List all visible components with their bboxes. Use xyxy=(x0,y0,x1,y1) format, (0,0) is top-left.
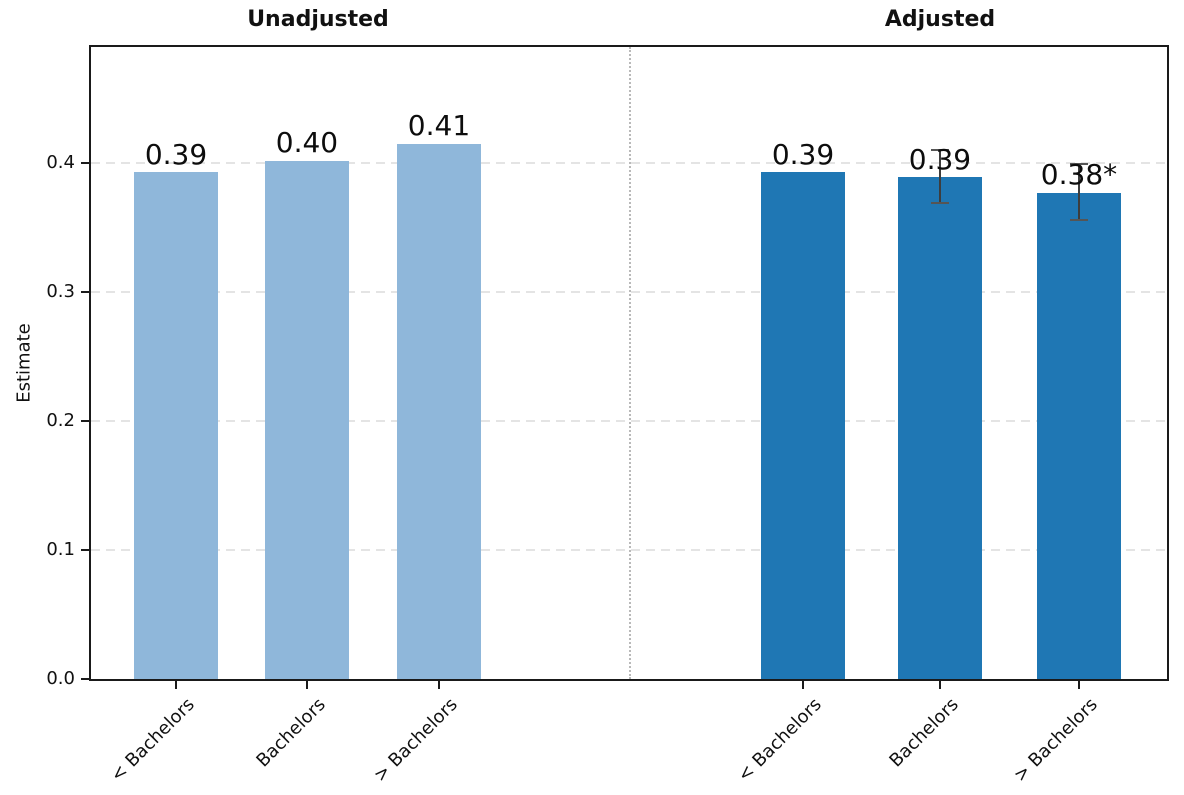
error-bar-cap-top xyxy=(1069,163,1088,166)
x-tick-mark xyxy=(1077,681,1080,689)
error-bar-cap-bottom xyxy=(930,202,949,205)
y-tick-label: 0.1 xyxy=(46,539,75,561)
y-tick-label: 0.2 xyxy=(46,410,75,432)
error-bar-line xyxy=(938,150,941,204)
y-tick-mark xyxy=(81,291,89,294)
plot-area: 0.39 0.40 0.41 0.39 0.39 0.38* xyxy=(89,45,1169,681)
bar-unadjusted-0 xyxy=(134,172,218,679)
x-tick-mark xyxy=(437,681,440,689)
error-bar-line xyxy=(1077,164,1080,220)
gridline xyxy=(91,162,1167,165)
panel-title-adjusted: Adjusted xyxy=(884,7,996,32)
x-tick-label: > Bachelors xyxy=(1009,694,1102,787)
bar-adjusted-2 xyxy=(1036,192,1121,679)
y-tick-mark xyxy=(81,162,89,165)
panel-title-unadjusted: Unadjusted xyxy=(247,7,389,32)
bar-unadjusted-1 xyxy=(264,160,349,679)
y-tick-label: 0.0 xyxy=(46,668,75,689)
bar-value-label: 0.39 xyxy=(908,142,972,176)
gridline xyxy=(91,420,1167,423)
x-tick-label: > Bachelors xyxy=(369,694,462,787)
y-tick-label: 0.3 xyxy=(46,281,75,303)
bar-value-label: 0.39 xyxy=(144,137,208,171)
x-tick-mark xyxy=(175,681,177,689)
bar-value-label: 0.40 xyxy=(275,126,339,160)
error-bar-cap-bottom xyxy=(1069,218,1088,221)
gridline xyxy=(91,291,1167,294)
x-tick-label: < Bachelors xyxy=(733,694,826,787)
y-tick-mark xyxy=(81,678,89,680)
bar-adjusted-1 xyxy=(897,177,982,679)
x-tick-label: Bachelors xyxy=(885,694,963,772)
x-tick-label: Bachelors xyxy=(252,694,330,772)
x-tick-mark xyxy=(801,681,804,689)
gridline xyxy=(91,549,1167,552)
bar-value-label: 0.38* xyxy=(1040,158,1118,192)
x-tick-mark xyxy=(938,681,941,689)
panel-divider xyxy=(629,47,631,679)
bar-value-label: 0.39 xyxy=(771,137,835,171)
x-tick-mark xyxy=(305,681,308,689)
bar-adjusted-0 xyxy=(760,172,845,679)
error-bar-cap-top xyxy=(930,149,949,152)
bar-value-label: 0.41 xyxy=(407,109,471,143)
y-tick-mark xyxy=(81,549,89,552)
y-axis-label: Estimate xyxy=(13,323,35,403)
y-tick-mark xyxy=(81,420,89,423)
bar-unadjusted-2 xyxy=(396,143,481,679)
y-tick-label: 0.4 xyxy=(46,152,75,174)
x-tick-label: < Bachelors xyxy=(106,694,199,787)
